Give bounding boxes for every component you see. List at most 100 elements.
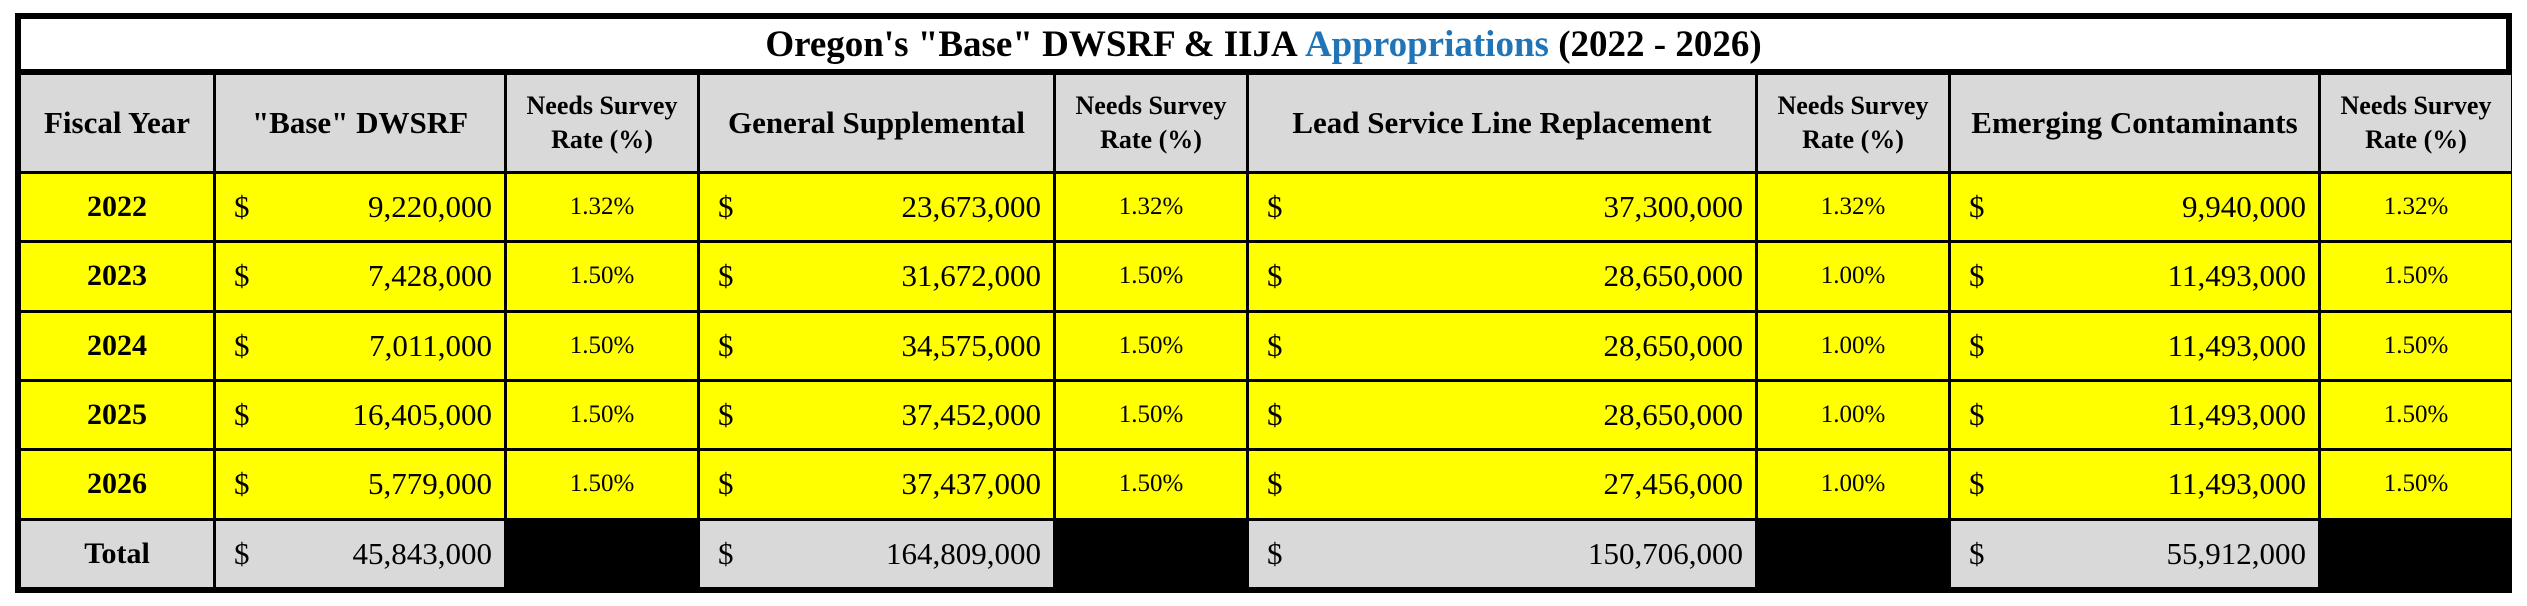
currency-symbol: $ [234, 258, 250, 294]
emerging_rate-cell: 1.32% [2321, 174, 2511, 241]
header-lead-service-line: Lead Service Line Replacement [1249, 75, 1755, 171]
header-row: Fiscal Year "Base" DWSRF Needs Survey Ra… [21, 75, 2511, 171]
emerging-amount: 11,493,000 [2167, 327, 2306, 363]
emerging_rate-cell: 1.50% [2321, 243, 2511, 310]
currency-symbol: $ [1267, 466, 1283, 502]
base-amount: 16,405,000 [352, 397, 493, 433]
currency-symbol: $ [234, 466, 250, 502]
general-amount-cell: $164,809,000 [700, 520, 1053, 587]
currency-symbol: $ [718, 258, 734, 294]
base_rate-cell: 1.50% [507, 451, 697, 518]
table-row: 2026 $5,779,000 1.50% $37,437,000 1.50% $27,4… [21, 451, 2511, 518]
general-amount-cell: $34,575,000 [700, 312, 1053, 379]
fiscal-year-cell: 2025 [21, 381, 213, 449]
lead-amount: 27,456,000 [1603, 466, 1744, 502]
currency-symbol: $ [1969, 258, 1985, 294]
general-amount: 34,575,000 [901, 327, 1042, 363]
general-amount-cell: $37,437,000 [700, 451, 1053, 518]
lead-amount-cell: $28,650,000 [1249, 312, 1755, 379]
emerging-amount: 11,493,000 [2167, 397, 2306, 433]
fiscal-year-cell: 2024 [21, 312, 213, 379]
currency-symbol: $ [718, 327, 734, 363]
general-amount: 31,672,000 [901, 258, 1042, 294]
lead-amount-cell: $28,650,000 [1249, 381, 1755, 449]
header-general-supplemental: General Supplemental [700, 75, 1053, 171]
lead-amount: 28,650,000 [1603, 397, 1744, 433]
currency-symbol: $ [718, 466, 734, 502]
empty-cell [2321, 520, 2511, 587]
emerging-amount: 11,493,000 [2167, 466, 2306, 502]
header-fiscal-year: Fiscal Year [21, 75, 213, 171]
currency-symbol: $ [234, 397, 250, 433]
currency-symbol: $ [1267, 535, 1283, 571]
header-emerging-contaminants: Emerging Contaminants [1951, 75, 2318, 171]
currency-symbol: $ [1969, 327, 1985, 363]
general-amount-cell: $23,673,000 [700, 174, 1053, 241]
appropriations-table: Fiscal Year "Base" DWSRF Needs Survey Ra… [18, 72, 2514, 590]
emerging-amount: 9,940,000 [2182, 189, 2306, 225]
base-amount-cell: $7,011,000 [216, 312, 504, 379]
lead_rate-cell: 1.32% [1758, 174, 1948, 241]
general_rate-cell: 1.50% [1056, 451, 1246, 518]
table-row: 2023 $7,428,000 1.50% $31,672,000 1.50% $28,6… [21, 243, 2511, 310]
total-label: Total [21, 520, 213, 587]
currency-symbol: $ [718, 189, 734, 225]
fiscal-year-cell: 2023 [21, 243, 213, 310]
lead-amount-cell: $27,456,000 [1249, 451, 1755, 518]
table-title: Oregon's "Base" DWSRF & IIJA Appropriati… [21, 19, 2506, 69]
general-amount: 23,673,000 [901, 189, 1042, 225]
currency-symbol: $ [1969, 535, 1985, 571]
empty-cell [1758, 520, 1948, 587]
currency-symbol: $ [1969, 397, 1985, 433]
currency-symbol: $ [1969, 189, 1985, 225]
lead_rate-cell: 1.00% [1758, 243, 1948, 310]
fiscal-year-cell: 2022 [21, 174, 213, 241]
table-row: 2022 $9,220,000 1.32% $23,673,000 1.32% $37,3… [21, 174, 2511, 241]
appropriations-table-frame: Oregon's "Base" DWSRF & IIJA Appropriati… [15, 13, 2512, 593]
emerging-amount: 11,493,000 [2167, 258, 2306, 294]
base_rate-cell: 1.50% [507, 312, 697, 379]
emerging-amount-cell: $11,493,000 [1951, 312, 2318, 379]
currency-symbol: $ [234, 535, 250, 571]
general-amount-cell: $31,672,000 [700, 243, 1053, 310]
title-suffix: (2022 - 2026) [1548, 23, 1762, 65]
base-amount: 9,220,000 [368, 189, 492, 225]
base-amount: 5,779,000 [368, 466, 492, 502]
empty-cell [1056, 520, 1246, 587]
general-amount: 37,452,000 [901, 397, 1042, 433]
base-amount-cell: $5,779,000 [216, 451, 504, 518]
emerging_rate-cell: 1.50% [2321, 451, 2511, 518]
fiscal-year-cell: 2026 [21, 451, 213, 518]
total-row: Total $45,843,000 $164,809,000 $150,706,000… [21, 520, 2511, 587]
lead_rate-cell: 1.00% [1758, 451, 1948, 518]
currency-symbol: $ [718, 397, 734, 433]
header-general-rate: Needs Survey Rate (%) [1056, 75, 1246, 171]
base-amount-cell: $45,843,000 [216, 520, 504, 587]
title-prefix: Oregon's "Base" DWSRF & IIJA [765, 23, 1305, 65]
currency-symbol: $ [234, 189, 250, 225]
general-amount-cell: $37,452,000 [700, 381, 1053, 449]
lead-amount: 28,650,000 [1603, 327, 1744, 363]
emerging_rate-cell: 1.50% [2321, 312, 2511, 379]
base_rate-cell: 1.50% [507, 381, 697, 449]
lead-amount-cell: $28,650,000 [1249, 243, 1755, 310]
lead-amount-cell: $37,300,000 [1249, 174, 1755, 241]
emerging-amount: 55,912,000 [2166, 535, 2307, 571]
general-amount: 164,809,000 [886, 535, 1041, 571]
title-accent: Appropriations [1304, 23, 1549, 65]
general_rate-cell: 1.50% [1056, 243, 1246, 310]
currency-symbol: $ [1267, 327, 1283, 363]
emerging-amount-cell: $11,493,000 [1951, 381, 2318, 449]
general_rate-cell: 1.50% [1056, 312, 1246, 379]
base_rate-cell: 1.50% [507, 243, 697, 310]
base-amount: 7,011,000 [369, 327, 492, 363]
table-row: 2025 $16,405,000 1.50% $37,452,000 1.50% $28,… [21, 381, 2511, 449]
lead-amount: 150,706,000 [1588, 535, 1743, 571]
lead_rate-cell: 1.00% [1758, 312, 1948, 379]
currency-symbol: $ [1267, 189, 1283, 225]
lead-amount: 28,650,000 [1603, 258, 1744, 294]
general-amount: 37,437,000 [901, 466, 1042, 502]
base-amount-cell: $7,428,000 [216, 243, 504, 310]
table-row: 2024 $7,011,000 1.50% $34,575,000 1.50% $28,6… [21, 312, 2511, 379]
emerging-amount-cell: $9,940,000 [1951, 174, 2318, 241]
